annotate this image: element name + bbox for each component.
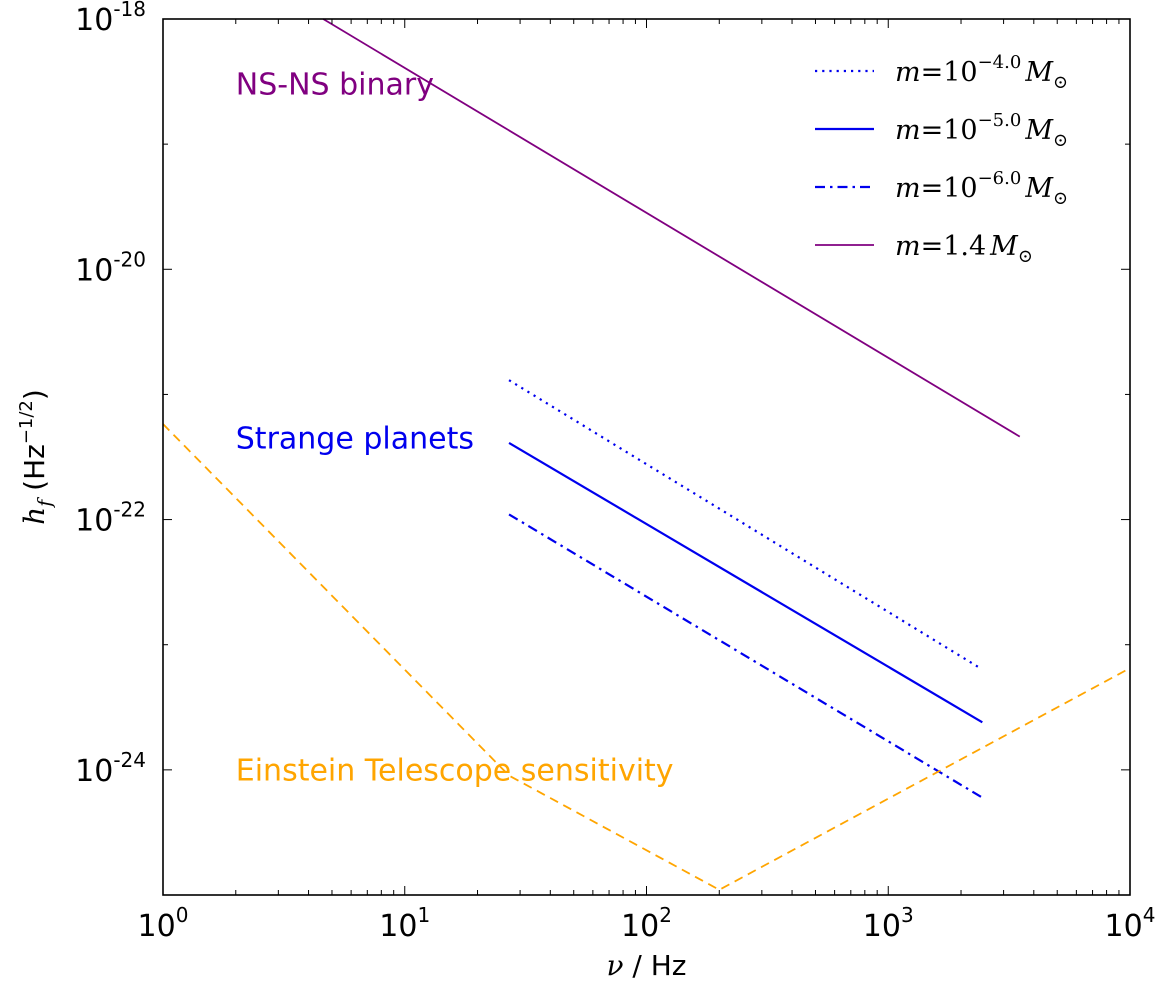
- legend-label-m6: m=10−6.0 M⊙: [895, 168, 1068, 209]
- legend-label-m5: m=10−5.0 M⊙: [895, 110, 1068, 151]
- legend: m=10−4.0 M⊙ m=10−5.0 M⊙ m=10−6.0 M⊙ m=1.4 M⊙: [815, 52, 1068, 267]
- x-tick-label: 101: [379, 903, 430, 944]
- y-tick-label: 10-20: [75, 247, 146, 288]
- annotation-label: Strange planets: [236, 421, 474, 456]
- y-tick-label: 10-18: [75, 0, 146, 38]
- series-layer: [162, 18, 1131, 891]
- y-axis-label: hf (Hz−1/2): [16, 389, 56, 525]
- y-tick-label: 10-24: [75, 748, 146, 789]
- x-tick-label: 102: [621, 903, 672, 944]
- series-line-et: [162, 423, 1131, 891]
- y-tick-label: 10-22: [75, 498, 146, 539]
- series-line-m5: [508, 441, 983, 724]
- x-axis-label: ν / Hz: [606, 949, 686, 982]
- legend-label-ns: m=1.4 M⊙: [895, 231, 1033, 267]
- series-line-m6: [508, 513, 983, 799]
- series-line-ns: [322, 18, 1021, 438]
- labels-layer: 100 101 102 103 104 10-24 10-22 10-20 10-18 ν / H…: [16, 0, 1155, 982]
- legend-label-m4: m=10−4.0 M⊙: [895, 52, 1068, 93]
- x-tick-label: 104: [1105, 903, 1156, 944]
- x-tick-label: 100: [138, 903, 189, 944]
- annotation-label: Einstein Telescope sensitivity: [236, 754, 674, 789]
- annotations-layer: NS-NS binary Strange planets Einstein Tele…: [236, 67, 674, 788]
- annotation-label: NS-NS binary: [236, 67, 434, 102]
- plot-frame: [162, 18, 1131, 896]
- x-tick-label: 103: [863, 903, 914, 944]
